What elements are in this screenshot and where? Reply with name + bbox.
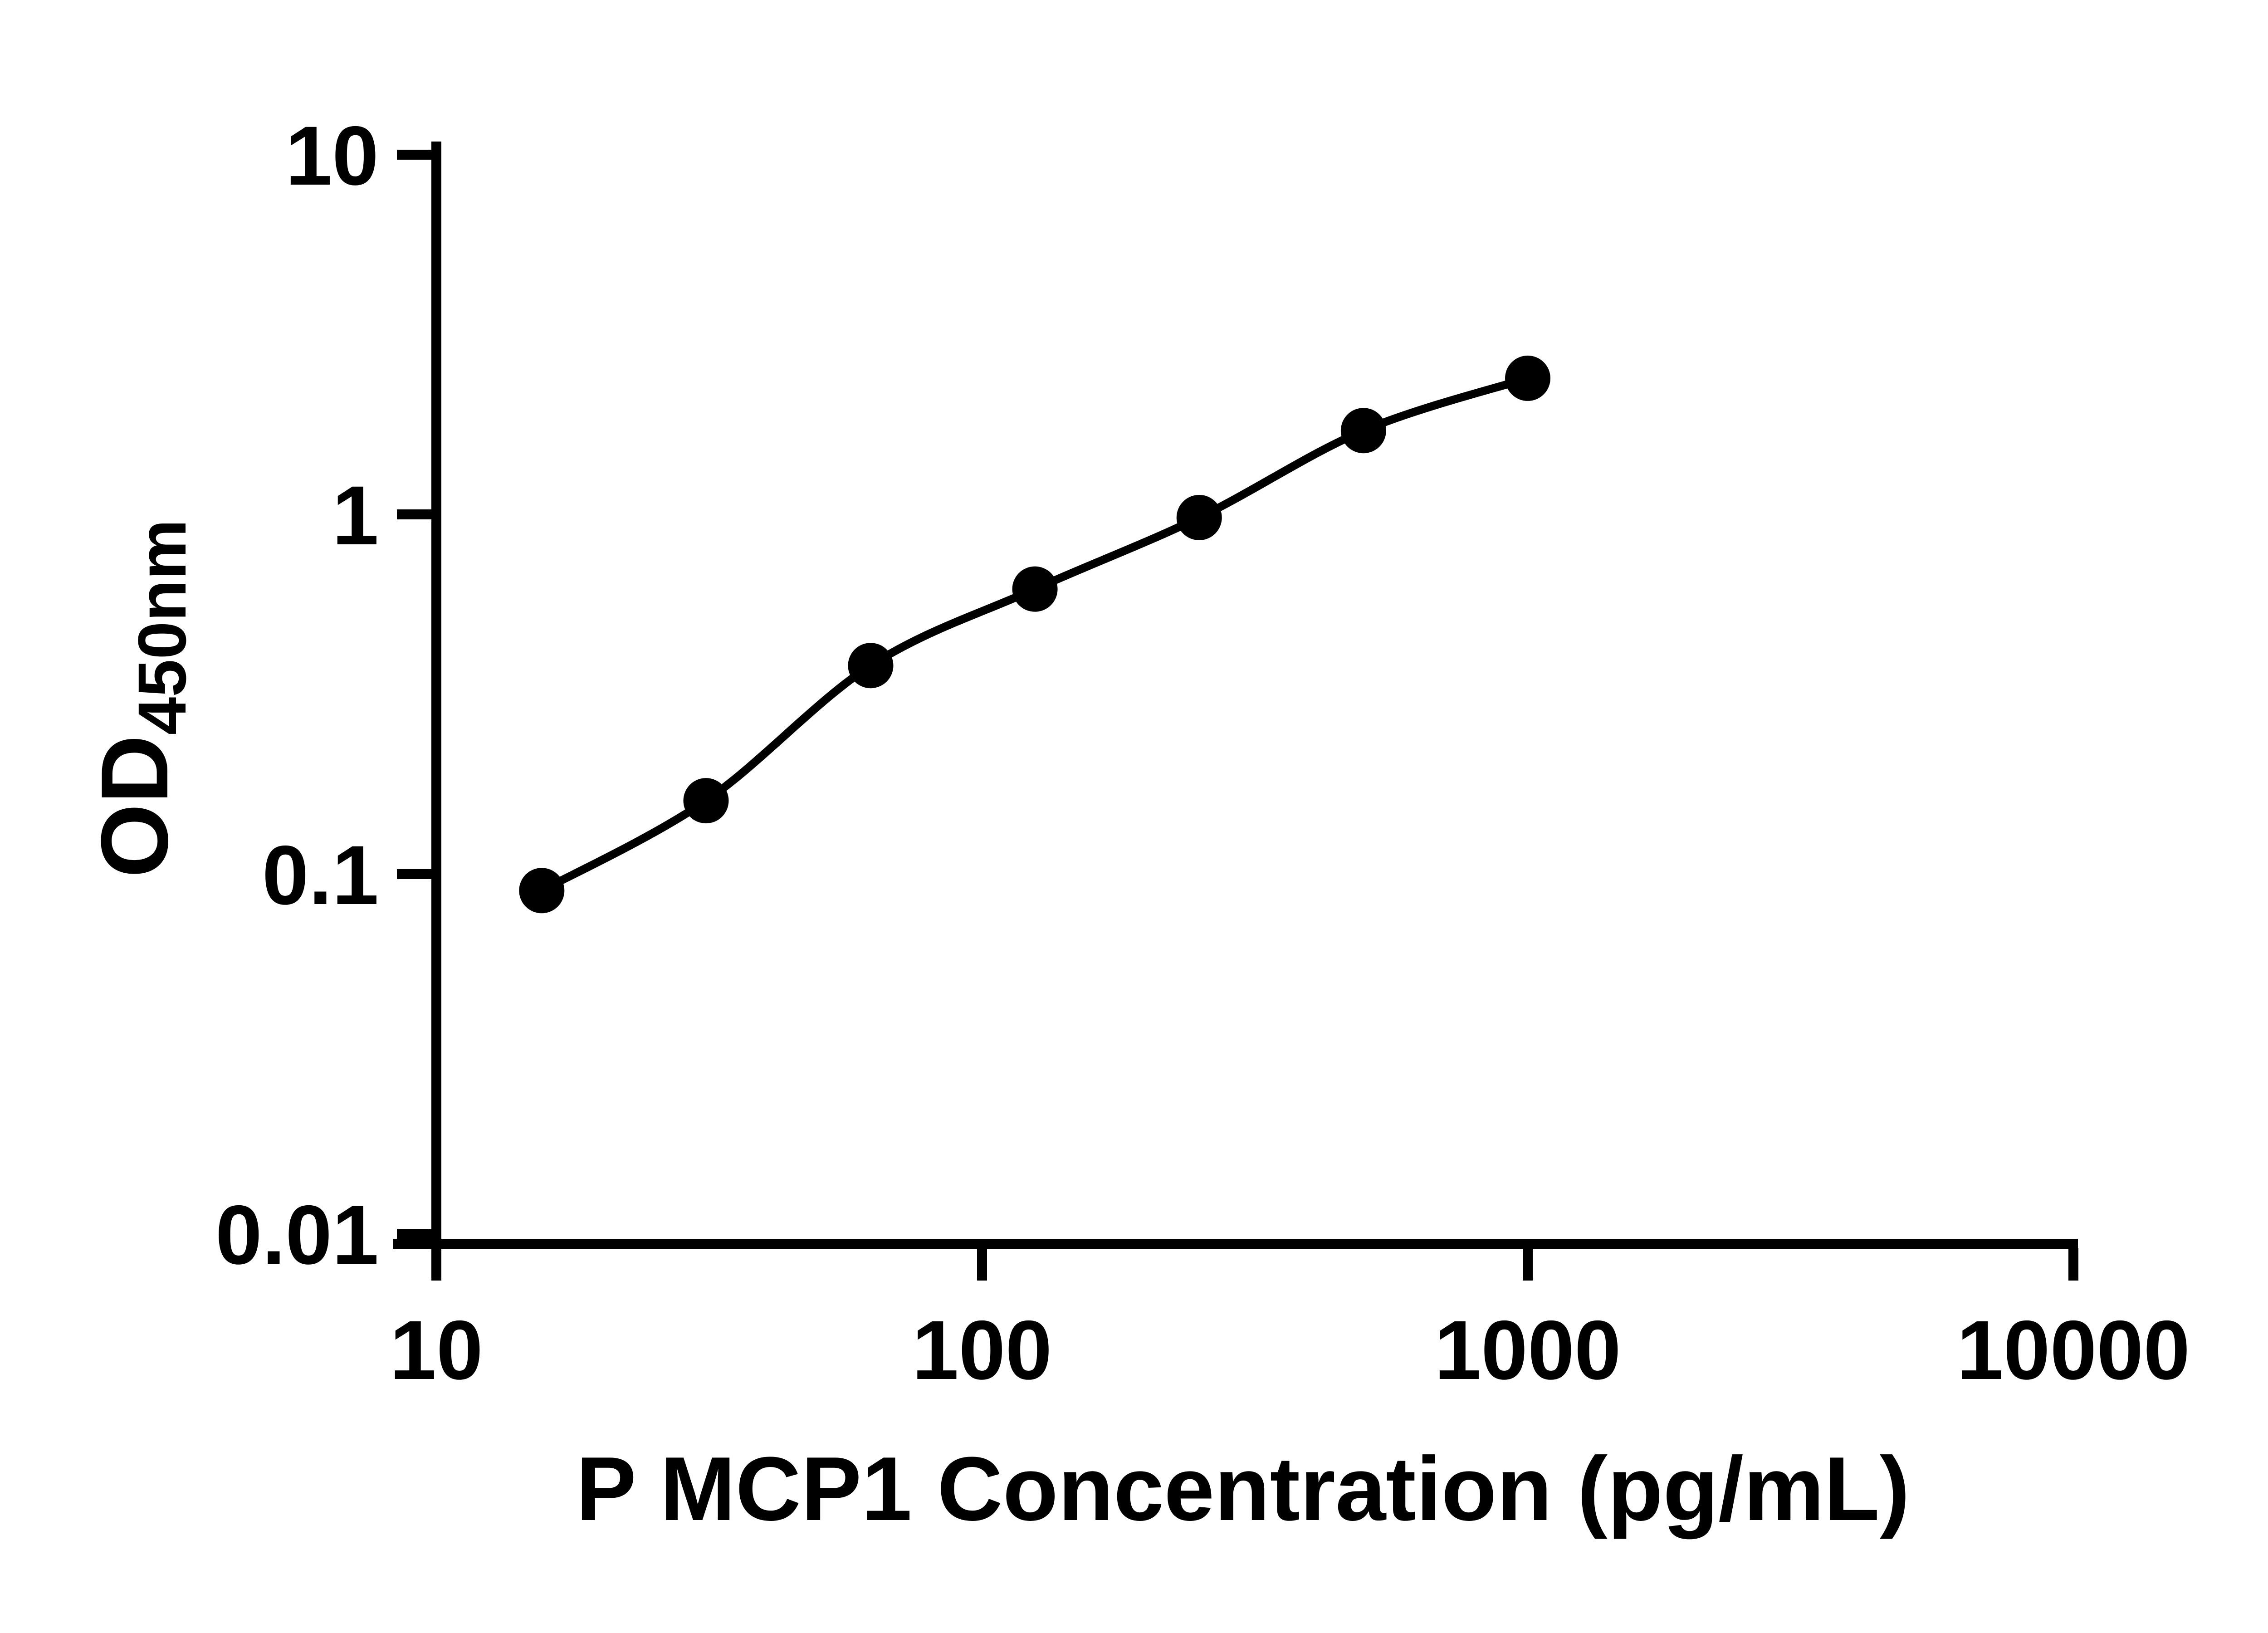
y-axis-title-subscript: 450nm [124,519,200,735]
y-tick-label: 0.01 [215,1188,379,1282]
data-point [1340,408,1386,454]
data-point [1505,355,1550,401]
data-point [519,868,565,914]
x-tick-label: 10000 [1957,1304,2190,1397]
x-tick-label: 10 [390,1304,483,1397]
data-point [1012,566,1058,612]
y-tick-label: 1 [332,469,379,562]
x-tick-label: 100 [912,1304,1052,1397]
data-point [848,643,894,689]
y-axis-title-main: OD [81,735,188,878]
y-tick-label: 10 [285,109,379,203]
x-axis-title: P MCP1 Concentration (pg/mL) [576,1438,1910,1540]
y-tick-label: 0.1 [262,829,379,922]
x-tick-label: 1000 [1434,1304,1621,1397]
data-point [1176,494,1222,540]
y-axis-title: OD450nm [80,519,201,878]
data-point [683,778,729,824]
